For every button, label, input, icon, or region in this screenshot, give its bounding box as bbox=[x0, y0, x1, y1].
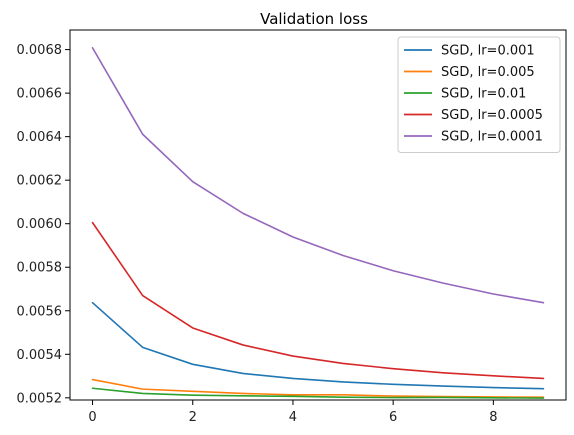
legend-label: SGD, lr=0.01 bbox=[441, 87, 526, 102]
y-tick-label: 0.0068 bbox=[17, 43, 63, 58]
x-tick-label: 4 bbox=[289, 410, 297, 425]
y-tick-label: 0.0064 bbox=[17, 130, 63, 145]
y-tick-label: 0.0060 bbox=[17, 217, 63, 232]
y-tick-label: 0.0056 bbox=[17, 304, 63, 319]
legend: SGD, lr=0.001 SGD, lr=0.005 SGD, lr=0.01 SG… bbox=[398, 37, 560, 153]
legend-label: SGD, lr=0.0001 bbox=[441, 130, 543, 145]
y-tick-label: 0.0062 bbox=[17, 174, 63, 189]
y-tick-label: 0.0052 bbox=[17, 391, 63, 406]
chart-title: Validation loss bbox=[260, 10, 368, 28]
y-tick-label: 0.0066 bbox=[17, 87, 63, 102]
series-line-0 bbox=[93, 303, 544, 389]
x-tick-label: 2 bbox=[189, 410, 197, 425]
x-axis: 0 2 4 6 8 bbox=[88, 400, 497, 425]
legend-label: SGD, lr=0.0005 bbox=[441, 108, 543, 123]
y-tick-label: 0.0054 bbox=[17, 348, 63, 363]
legend-label: SGD, lr=0.001 bbox=[441, 44, 535, 59]
x-tick-label: 0 bbox=[88, 410, 96, 425]
legend-label: SGD, lr=0.005 bbox=[441, 65, 535, 80]
y-axis: 0.0052 0.0054 0.0056 0.0058 0.0060 0.0062 0.00… bbox=[17, 43, 71, 406]
y-tick-label: 0.0058 bbox=[17, 261, 63, 276]
x-tick-label: 6 bbox=[389, 410, 397, 425]
x-tick-label: 8 bbox=[489, 410, 497, 425]
